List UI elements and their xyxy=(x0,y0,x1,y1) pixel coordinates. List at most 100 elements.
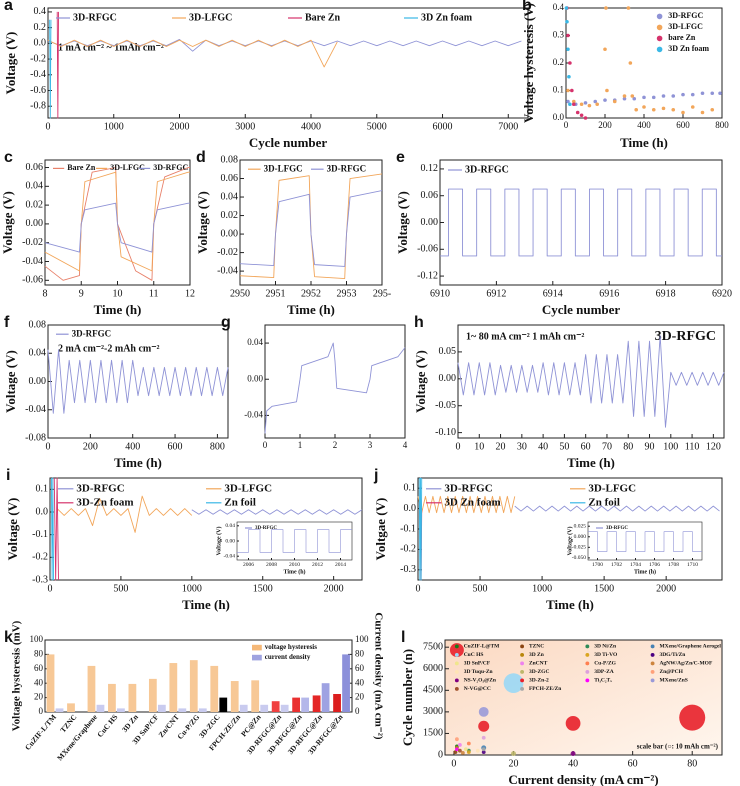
x-tick-label: 1700 xyxy=(592,562,603,568)
x-tick-label: 1706 xyxy=(649,562,660,568)
x-tick-label: 40 xyxy=(538,441,548,452)
bubble xyxy=(455,737,459,742)
y-tick-label: -0.2 xyxy=(400,544,416,555)
legend-label: 3D Ti-VO xyxy=(594,652,618,658)
y-axis-label: Voltage (V) xyxy=(5,498,20,561)
legend-label: CuC HS xyxy=(464,652,484,658)
legend-label: Bare Zn xyxy=(305,12,341,23)
x-tick-label: 6916 xyxy=(599,288,619,299)
series-line xyxy=(588,531,702,552)
x-tick-label: 200 xyxy=(598,120,612,130)
y-tick-label: -0.04 xyxy=(244,409,263,419)
panel-letter: h xyxy=(414,314,424,331)
series-line xyxy=(44,202,190,253)
y-tick-label: 0.025 xyxy=(574,523,587,529)
plot-area xyxy=(44,639,353,713)
y-tick-label: 0.00 xyxy=(221,228,239,239)
x-tick-label: 4000 xyxy=(301,121,321,132)
x-tick-label: 70 xyxy=(602,441,612,452)
point xyxy=(564,6,569,10)
y-tick-label: -0.02 xyxy=(22,237,43,248)
x-tick-label: 1702 xyxy=(611,562,622,568)
y-axis-label: Voltage (V) xyxy=(395,191,410,254)
legend-label: voltage hysteresis xyxy=(265,643,317,651)
y-tick-label: 40 xyxy=(34,677,44,687)
y-tick-label: 20 xyxy=(34,692,44,702)
legend-label: 3D Tuqu-Zn xyxy=(464,669,493,675)
x-axis-label: Time (h) xyxy=(287,302,335,317)
y-tick-label: 0.1 xyxy=(36,484,49,495)
legend-label: TZNC xyxy=(529,644,544,650)
point xyxy=(568,102,572,107)
x-tick-label: 295- xyxy=(373,288,391,299)
bar xyxy=(280,704,289,712)
y2-axis-label: Current density (mA cm⁻²) xyxy=(372,612,384,739)
series-line xyxy=(457,335,725,428)
legend-swatch xyxy=(650,678,655,683)
x-tick-label: 2953 xyxy=(337,288,357,299)
bubble xyxy=(457,743,462,747)
series-line xyxy=(56,495,193,533)
y-tick-label: 0.04 xyxy=(225,523,235,529)
legend-label: 3D-LFGC xyxy=(224,482,272,494)
legend-label: 3D-RFGC xyxy=(465,164,509,175)
x-tick-label: 8 xyxy=(43,288,48,299)
legend-swatch xyxy=(656,24,663,31)
point xyxy=(671,94,676,98)
legend-label: 3D-RFGC xyxy=(73,12,117,23)
y-tick-label: 0.1 xyxy=(553,85,564,95)
x-tick-label: 80 xyxy=(623,441,633,452)
x-tick-label: 0 xyxy=(456,441,461,452)
bubble xyxy=(570,751,576,757)
point xyxy=(622,96,627,101)
y-tick-label: 0.00 xyxy=(225,538,235,544)
x-tick-label: 40 xyxy=(568,758,578,769)
x-tick-label: 2010 xyxy=(289,562,300,568)
bubble xyxy=(460,750,465,755)
point xyxy=(628,61,633,65)
x-tick-label: 5000 xyxy=(367,121,387,132)
annotation: scale bar (○: 10 mAh cm⁻²) xyxy=(637,743,719,751)
series-line xyxy=(239,190,383,267)
legend-label: 3D SnP/CF xyxy=(464,661,491,667)
y-axis-label: Voltage (V) xyxy=(0,191,15,254)
legend-label: current density xyxy=(265,653,311,661)
y-tick-label: -0.04 xyxy=(217,265,238,276)
x-tick-label: 2952 xyxy=(301,288,321,299)
y-tick-label: -0.04 xyxy=(25,404,46,415)
point xyxy=(700,110,705,115)
y-tick-label: -0.6 xyxy=(30,85,46,96)
x-tick-label: 400 xyxy=(637,120,651,130)
y-tick-label: 0.00 xyxy=(421,217,439,228)
x-tick-label: 1000 xyxy=(104,121,124,132)
bubble xyxy=(453,750,458,755)
plot-area xyxy=(264,324,406,439)
point xyxy=(568,61,572,65)
point xyxy=(661,94,666,98)
x-tick-label: 10 xyxy=(474,441,484,452)
point xyxy=(718,91,722,96)
y-tick-label: -0.04 xyxy=(22,256,43,267)
legend-swatch xyxy=(252,654,262,661)
annotation: 1 mA cm⁻² ~ 1mAh cm⁻² xyxy=(58,42,164,53)
bubble xyxy=(481,747,486,752)
legend-label: 3DG/Ti/Zn xyxy=(659,652,685,658)
annotation: 1~ 80 mA cm⁻² 1 mAh cm⁻² xyxy=(466,331,584,342)
bubble xyxy=(466,741,471,746)
point xyxy=(567,74,571,79)
legend-swatch xyxy=(656,13,663,20)
bar xyxy=(301,697,310,712)
x-tick-label: 10 xyxy=(113,288,123,299)
y2-tick-label: 60 xyxy=(355,663,365,673)
legend-label: MXene/ZnS xyxy=(659,678,687,684)
point xyxy=(651,95,656,100)
legend-swatch xyxy=(520,686,525,691)
bar xyxy=(198,708,207,712)
x-tick-label: 110 xyxy=(685,441,700,452)
point xyxy=(572,102,576,107)
legend-label: 3D-RFGC xyxy=(72,328,112,338)
legend-swatch xyxy=(520,652,525,657)
bar xyxy=(178,708,187,712)
panel-letter: a xyxy=(4,0,13,14)
